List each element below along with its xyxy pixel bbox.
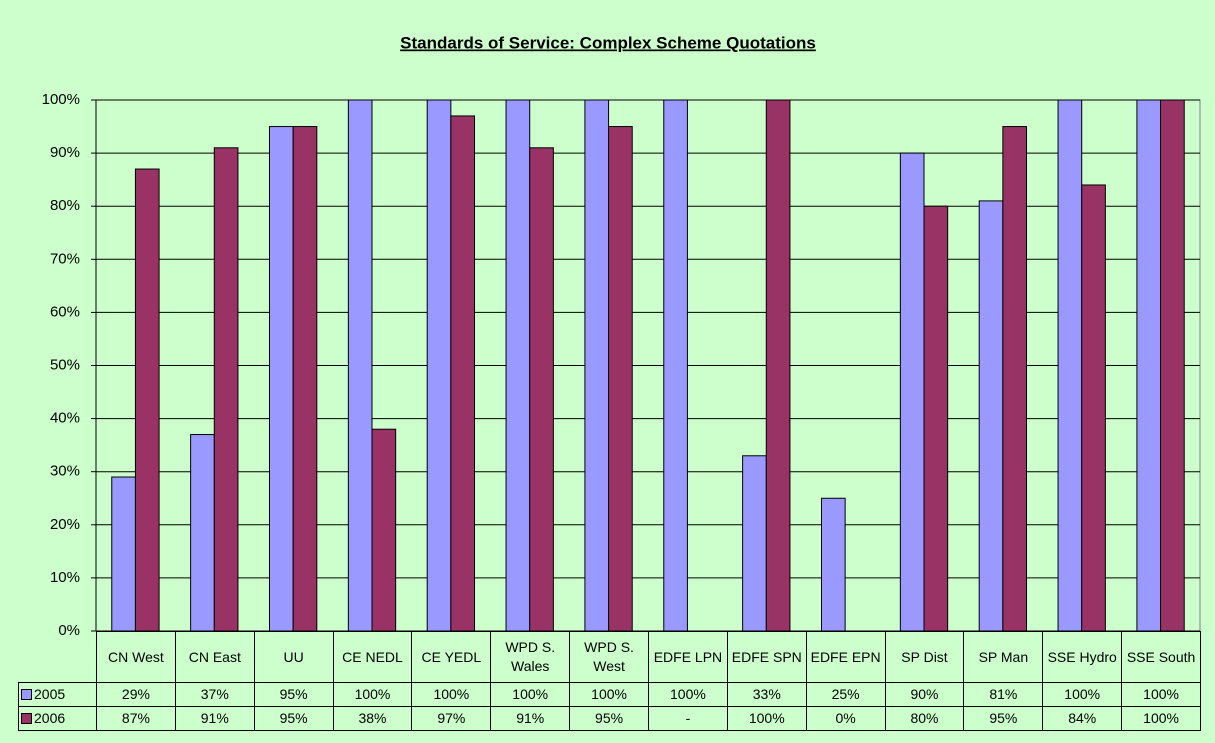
data-label: 29% [96, 682, 176, 707]
bar [1002, 126, 1028, 632]
data-label: 25% [805, 682, 886, 707]
data-label: 97% [411, 706, 492, 731]
data-label: 95% [253, 682, 334, 707]
y-tick-label: 70% [50, 250, 80, 267]
bar [899, 152, 925, 632]
bar [742, 455, 767, 632]
category-label: CE YEDL [411, 631, 492, 683]
data-label: 100% [648, 682, 728, 707]
bar [978, 200, 1004, 632]
bar [426, 99, 452, 632]
y-tick-label: 100% [42, 91, 80, 108]
data-label: 80% [884, 706, 965, 731]
data-label: 100% [1121, 682, 1201, 707]
bar [1136, 99, 1162, 632]
data-label: 38% [332, 706, 413, 731]
legend-swatch [21, 713, 32, 724]
category-label: CE NEDL [332, 631, 413, 683]
category-label: WPD S. West [569, 631, 649, 683]
data-label: 100% [411, 682, 492, 707]
bar [450, 115, 476, 632]
bar [505, 99, 531, 632]
data-label: 95% [253, 706, 334, 731]
y-tick-label: 50% [50, 356, 80, 373]
bar [347, 99, 373, 632]
data-label: 81% [963, 682, 1044, 707]
data-label: 100% [569, 682, 649, 707]
y-tick-label: 60% [50, 303, 80, 320]
category-label: SP Dist [884, 631, 965, 683]
y-tick-label: 80% [50, 197, 80, 214]
bar [765, 99, 791, 632]
category-label: EDFE EPN [805, 631, 886, 683]
data-label: 100% [332, 682, 413, 707]
y-tick-label: 0% [58, 622, 80, 639]
data-label: 100% [726, 706, 807, 731]
category-label: EDFE SPN [726, 631, 807, 683]
bar [923, 205, 949, 632]
data-label: 95% [569, 706, 649, 731]
data-label: 37% [174, 682, 255, 707]
legend-entry: 2005 [18, 682, 97, 707]
chart-title: Standards of Service: Complex Scheme Quo… [400, 33, 816, 52]
data-label: 33% [726, 682, 807, 707]
data-label: 100% [490, 682, 571, 707]
y-tick-label: 40% [50, 410, 80, 427]
y-tick-label: 90% [50, 144, 80, 161]
bar [134, 168, 160, 632]
data-label: 91% [174, 706, 255, 731]
bar [1081, 184, 1106, 632]
legend-swatch [21, 689, 32, 700]
legend-label: 2006 [34, 710, 66, 726]
data-label: 84% [1042, 706, 1123, 731]
category-label: CN East [174, 631, 255, 683]
category-label: SSE Hydro [1042, 631, 1123, 683]
category-label: WPD S. Wales [490, 631, 571, 683]
data-label: 100% [1121, 706, 1201, 731]
bar [1057, 99, 1083, 632]
y-tick-label: 20% [50, 516, 80, 533]
bar [663, 99, 688, 632]
category-label: SP Man [963, 631, 1044, 683]
bar [529, 147, 554, 632]
bar [190, 434, 215, 632]
bar [608, 126, 633, 632]
bar [584, 99, 610, 632]
y-tick-label: 10% [50, 569, 80, 586]
bar [1160, 99, 1185, 632]
bar [371, 428, 397, 632]
legend-entry: 2006 [18, 706, 97, 731]
legend-label: 2005 [34, 686, 66, 702]
data-label: 91% [490, 706, 571, 731]
y-tick-label: 30% [50, 463, 80, 480]
data-label: - [648, 706, 728, 731]
category-label: UU [253, 631, 334, 683]
bar [111, 476, 136, 632]
bar [292, 126, 318, 632]
data-label: 0% [805, 706, 886, 731]
data-label: 87% [96, 706, 176, 731]
category-label: CN West [96, 631, 176, 683]
data-label: 95% [963, 706, 1044, 731]
bar [268, 126, 294, 632]
bar [213, 147, 239, 632]
category-label: EDFE LPN [648, 631, 728, 683]
data-label: 100% [1042, 682, 1123, 707]
data-label: 90% [884, 682, 965, 707]
category-label: SSE South [1121, 631, 1201, 683]
bar [820, 497, 846, 632]
